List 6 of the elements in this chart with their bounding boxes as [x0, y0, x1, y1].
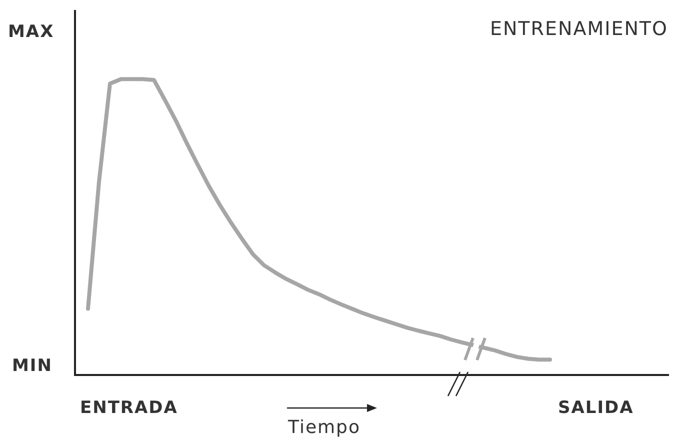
text: SALIDA [558, 398, 634, 418]
x-axis-title: Tiempo [288, 417, 360, 438]
chart-title: ENTRENAMIENTO [490, 18, 668, 40]
text: ENTRADA [80, 398, 178, 418]
text: MIN [12, 356, 52, 376]
text: MAX [8, 22, 54, 42]
